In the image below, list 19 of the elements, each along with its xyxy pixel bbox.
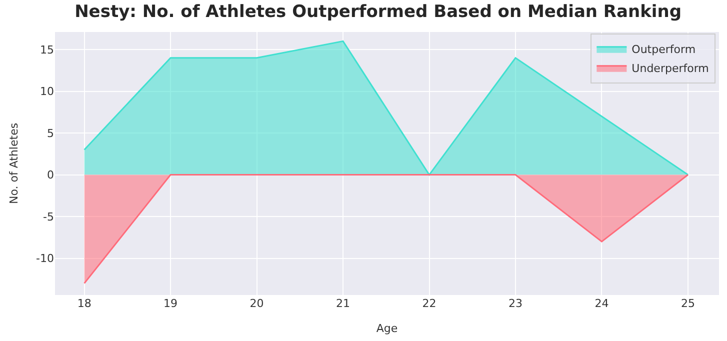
x-tick-label: 25 — [680, 297, 695, 310]
chart-title: Nesty: No. of Athletes Outperformed Based on Median Ranking — [74, 2, 682, 22]
y-tick-label: 5 — [47, 126, 54, 140]
y-tick-label: 0 — [47, 168, 54, 182]
x-tick-label: 22 — [422, 297, 436, 310]
x-tick-label: 23 — [508, 297, 522, 310]
y-axis-title: No. of Athletes — [8, 122, 21, 204]
y-tick-label: 10 — [40, 85, 54, 98]
x-tick-label: 24 — [594, 297, 609, 310]
y-tick-label: -5 — [43, 210, 54, 224]
x-tick-label: 20 — [250, 297, 264, 310]
x-tick-label: 18 — [77, 297, 92, 310]
legend-label: Underperform — [632, 62, 709, 76]
y-tick-label: 15 — [40, 43, 54, 56]
y-tick-label: -10 — [36, 252, 54, 266]
x-tick-label: 21 — [336, 297, 350, 310]
x-axis-title: Age — [376, 322, 398, 336]
x-tick-label: 19 — [164, 297, 178, 310]
legend-label: Outperform — [632, 43, 696, 56]
